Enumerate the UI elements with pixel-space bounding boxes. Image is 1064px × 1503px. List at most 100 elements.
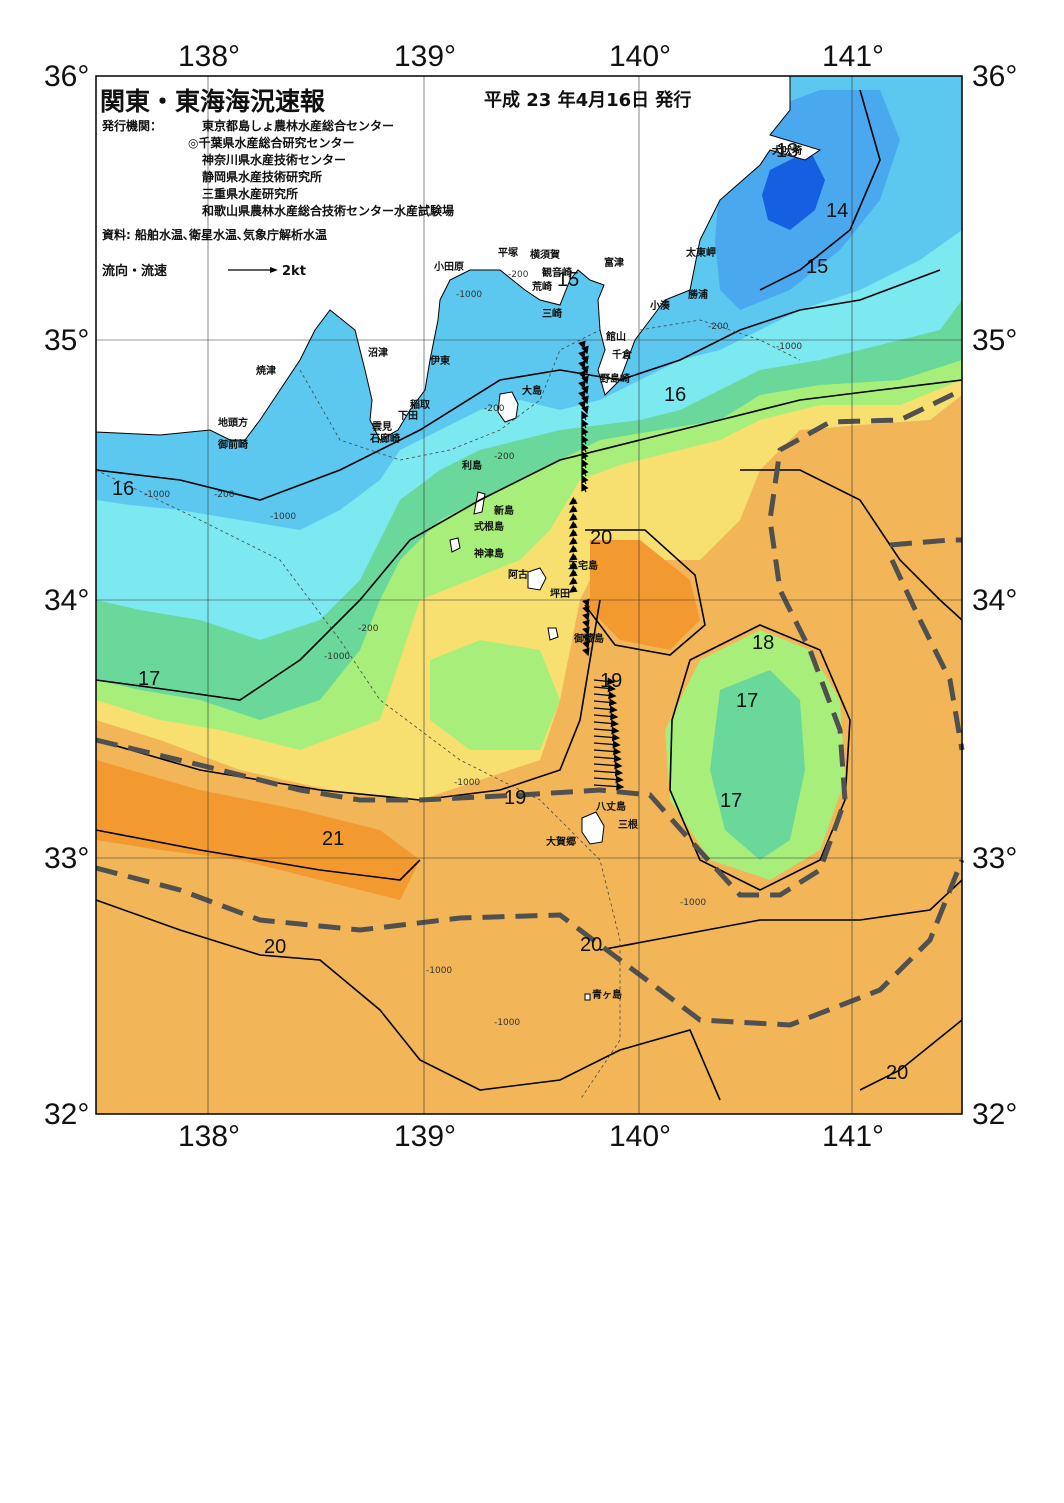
current-arrow-head: [568, 529, 578, 537]
current-arrow-head: [582, 626, 590, 636]
depth-label-1000: -1000: [426, 966, 453, 976]
current-arrow-head: [581, 355, 589, 365]
current-arrow-head: [568, 537, 578, 545]
place-yokosuka: 横須賀: [530, 250, 560, 261]
isotherm-21-sw: [95, 829, 421, 881]
source-note: 資料: 船舶水温､衛星水温､気象庁解析水温: [102, 228, 327, 242]
isotherm-label-14: 14: [826, 200, 849, 222]
current-arrow-head: [581, 466, 589, 476]
isotherm-label-20-southeast: 20: [886, 1062, 909, 1084]
current-arrow-head: [568, 505, 578, 513]
lon-label-140-bottom: 140°: [609, 1120, 672, 1153]
depth-label-1000: -1000: [144, 490, 171, 500]
current-arrow-head: [581, 434, 589, 444]
hachijojima-island: [581, 811, 605, 845]
depth-label-200: -200: [494, 452, 515, 462]
depth-contour-200: [299, 329, 601, 461]
current-arrow-head: [611, 733, 621, 742]
current-arrow-head: [568, 497, 578, 505]
lat-label-36-left: 36°: [44, 60, 90, 93]
current-arrows: [568, 340, 625, 791]
place-niijima: 新島: [494, 506, 514, 517]
niijima-island: [473, 491, 486, 515]
current-arrow-head: [581, 395, 589, 405]
mikurajima-island: [547, 627, 559, 641]
isotherm-label-20-west: 20: [264, 936, 287, 958]
current-arrow-head: [578, 400, 586, 410]
current-arrow-head: [581, 345, 589, 355]
oshima-island: [497, 391, 519, 423]
place-kominato: 小湊: [650, 301, 670, 312]
place-misaki: 三崎: [542, 309, 562, 320]
kozushima-island: [449, 537, 461, 553]
place-nojimazaki: 野島崎: [600, 374, 630, 385]
depth-label-1000: -1000: [456, 290, 483, 300]
depth-contours: [95, 319, 801, 1101]
current-arrow-head: [578, 390, 586, 400]
isotherm-label-20-center: 20: [580, 934, 603, 956]
publisher-item: 三重県水産研究所: [202, 187, 299, 201]
current-arrow-head: [582, 640, 590, 650]
isotherm-label-20-miyake: 20: [590, 527, 613, 549]
depth-label-200: -200: [358, 624, 379, 634]
lat-label-32-right: 32°: [972, 1098, 1018, 1131]
isotherm-20-east: [599, 879, 963, 951]
place-aogashima: 青ヶ島: [592, 990, 622, 1001]
current-arrow-head: [568, 585, 578, 593]
lat-label-35-right: 35°: [972, 324, 1018, 357]
depth-label-200: -200: [708, 322, 729, 332]
place-chikura: 千倉: [612, 350, 632, 361]
current-arrow-head: [578, 340, 586, 350]
place-omaezaki: 御前崎: [218, 440, 248, 451]
current-arrow-head: [581, 365, 589, 375]
depth-label-1000: -1000: [270, 512, 297, 522]
publisher-item: 神奈川県水産技術センター: [202, 153, 347, 167]
lon-label-138-bottom: 138°: [178, 1120, 241, 1153]
zone-13c: [762, 150, 825, 230]
place-yaizu: 焼津: [256, 366, 276, 377]
kuroshio-axis-east-branch: [889, 558, 965, 751]
current-arrow-head: [609, 705, 618, 714]
isotherm-label-15-east: 15: [806, 256, 829, 278]
place-mikurajima: 御蔵島: [574, 634, 604, 645]
place-jitogata: 地頭方: [218, 418, 248, 429]
depth-label-200: -200: [508, 270, 529, 280]
place-kannonzaki: 観音崎: [542, 268, 572, 279]
place-irozaki: 石廊崎: [370, 434, 400, 445]
current-arrow-head: [613, 747, 622, 756]
current-arrow-head: [578, 360, 586, 370]
place-mera: 雲見: [372, 422, 392, 433]
isotherm-label-18: 18: [752, 632, 775, 654]
current-arrow-head: [616, 782, 625, 791]
lon-label-141-top: 141°: [822, 40, 885, 73]
depth-label-200: -200: [484, 404, 505, 414]
current-arrow-head: [581, 474, 589, 484]
place-toshima: 利島: [462, 461, 482, 472]
kuroshio-axis: [95, 387, 965, 1028]
current-arrow-head: [582, 633, 590, 643]
depth-label-1000: -1000: [680, 898, 707, 908]
lat-lon-grid: [96, 76, 962, 1114]
place-futtsu: 富津: [604, 258, 624, 269]
isotherm-lines: [95, 89, 963, 1101]
kuroshio-axis-east: [889, 537, 962, 548]
kuroshio-axis-south: [95, 859, 965, 1028]
current-arrow-head: [568, 569, 578, 577]
legend-scale: 2kt: [282, 264, 306, 279]
depth-contour-1000-east: [639, 319, 801, 361]
publisher-item: 東京都島しょ農林水産総合センター: [202, 119, 395, 133]
current-arrow-head: [581, 375, 589, 385]
publisher-label: 発行機関：: [102, 119, 163, 133]
current-arrow-head: [581, 450, 589, 460]
place-hachijojima: 八丈島: [596, 802, 626, 813]
isotherm-label-16-west: 16: [112, 478, 135, 500]
lat-label-34-left: 34°: [44, 584, 90, 617]
place-inatori: 稲取: [410, 400, 430, 411]
isotherm-label-15-bay: 15: [557, 269, 580, 291]
current-arrow-head: [608, 691, 617, 700]
place-inubosaki: 犬吠埼: [772, 146, 802, 157]
current-arrow-head: [582, 598, 590, 608]
isotherm-eddy: [669, 624, 851, 891]
current-arrow-head: [581, 405, 589, 415]
